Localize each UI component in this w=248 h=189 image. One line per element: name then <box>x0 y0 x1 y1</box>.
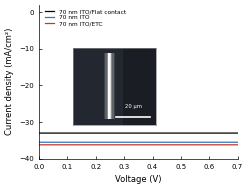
70 nm ITO <box>236 141 239 143</box>
70 nm ITO/ETC <box>48 144 51 146</box>
X-axis label: Voltage (V): Voltage (V) <box>115 175 162 184</box>
70 nm ITO/ETC <box>131 144 134 146</box>
70 nm ITO <box>38 141 41 143</box>
70 nm ITO/Flat contact <box>242 132 245 134</box>
70 nm ITO/ETC <box>137 144 140 146</box>
70 nm ITO/ETC <box>38 144 41 146</box>
70 nm ITO/ETC <box>236 144 239 146</box>
70 nm ITO <box>236 141 239 143</box>
70 nm ITO/ETC <box>198 144 201 146</box>
70 nm ITO/Flat contact <box>236 132 239 134</box>
70 nm ITO <box>131 141 134 143</box>
Legend: 70 nm ITO/Flat contact, 70 nm ITO, 70 nm ITO/ETC: 70 nm ITO/Flat contact, 70 nm ITO, 70 nm… <box>44 8 127 28</box>
70 nm ITO/ETC <box>236 144 239 146</box>
70 nm ITO/Flat contact <box>137 132 140 134</box>
70 nm ITO <box>48 141 51 143</box>
70 nm ITO <box>242 141 245 143</box>
70 nm ITO/Flat contact <box>48 132 51 134</box>
Y-axis label: Current density (mA/cm²): Current density (mA/cm²) <box>5 28 14 136</box>
70 nm ITO/Flat contact <box>38 132 41 134</box>
70 nm ITO/Flat contact <box>131 132 134 134</box>
70 nm ITO/Flat contact <box>198 132 201 134</box>
70 nm ITO/Flat contact <box>236 132 239 134</box>
70 nm ITO <box>137 141 140 143</box>
70 nm ITO <box>198 141 201 143</box>
70 nm ITO/ETC <box>242 144 245 146</box>
